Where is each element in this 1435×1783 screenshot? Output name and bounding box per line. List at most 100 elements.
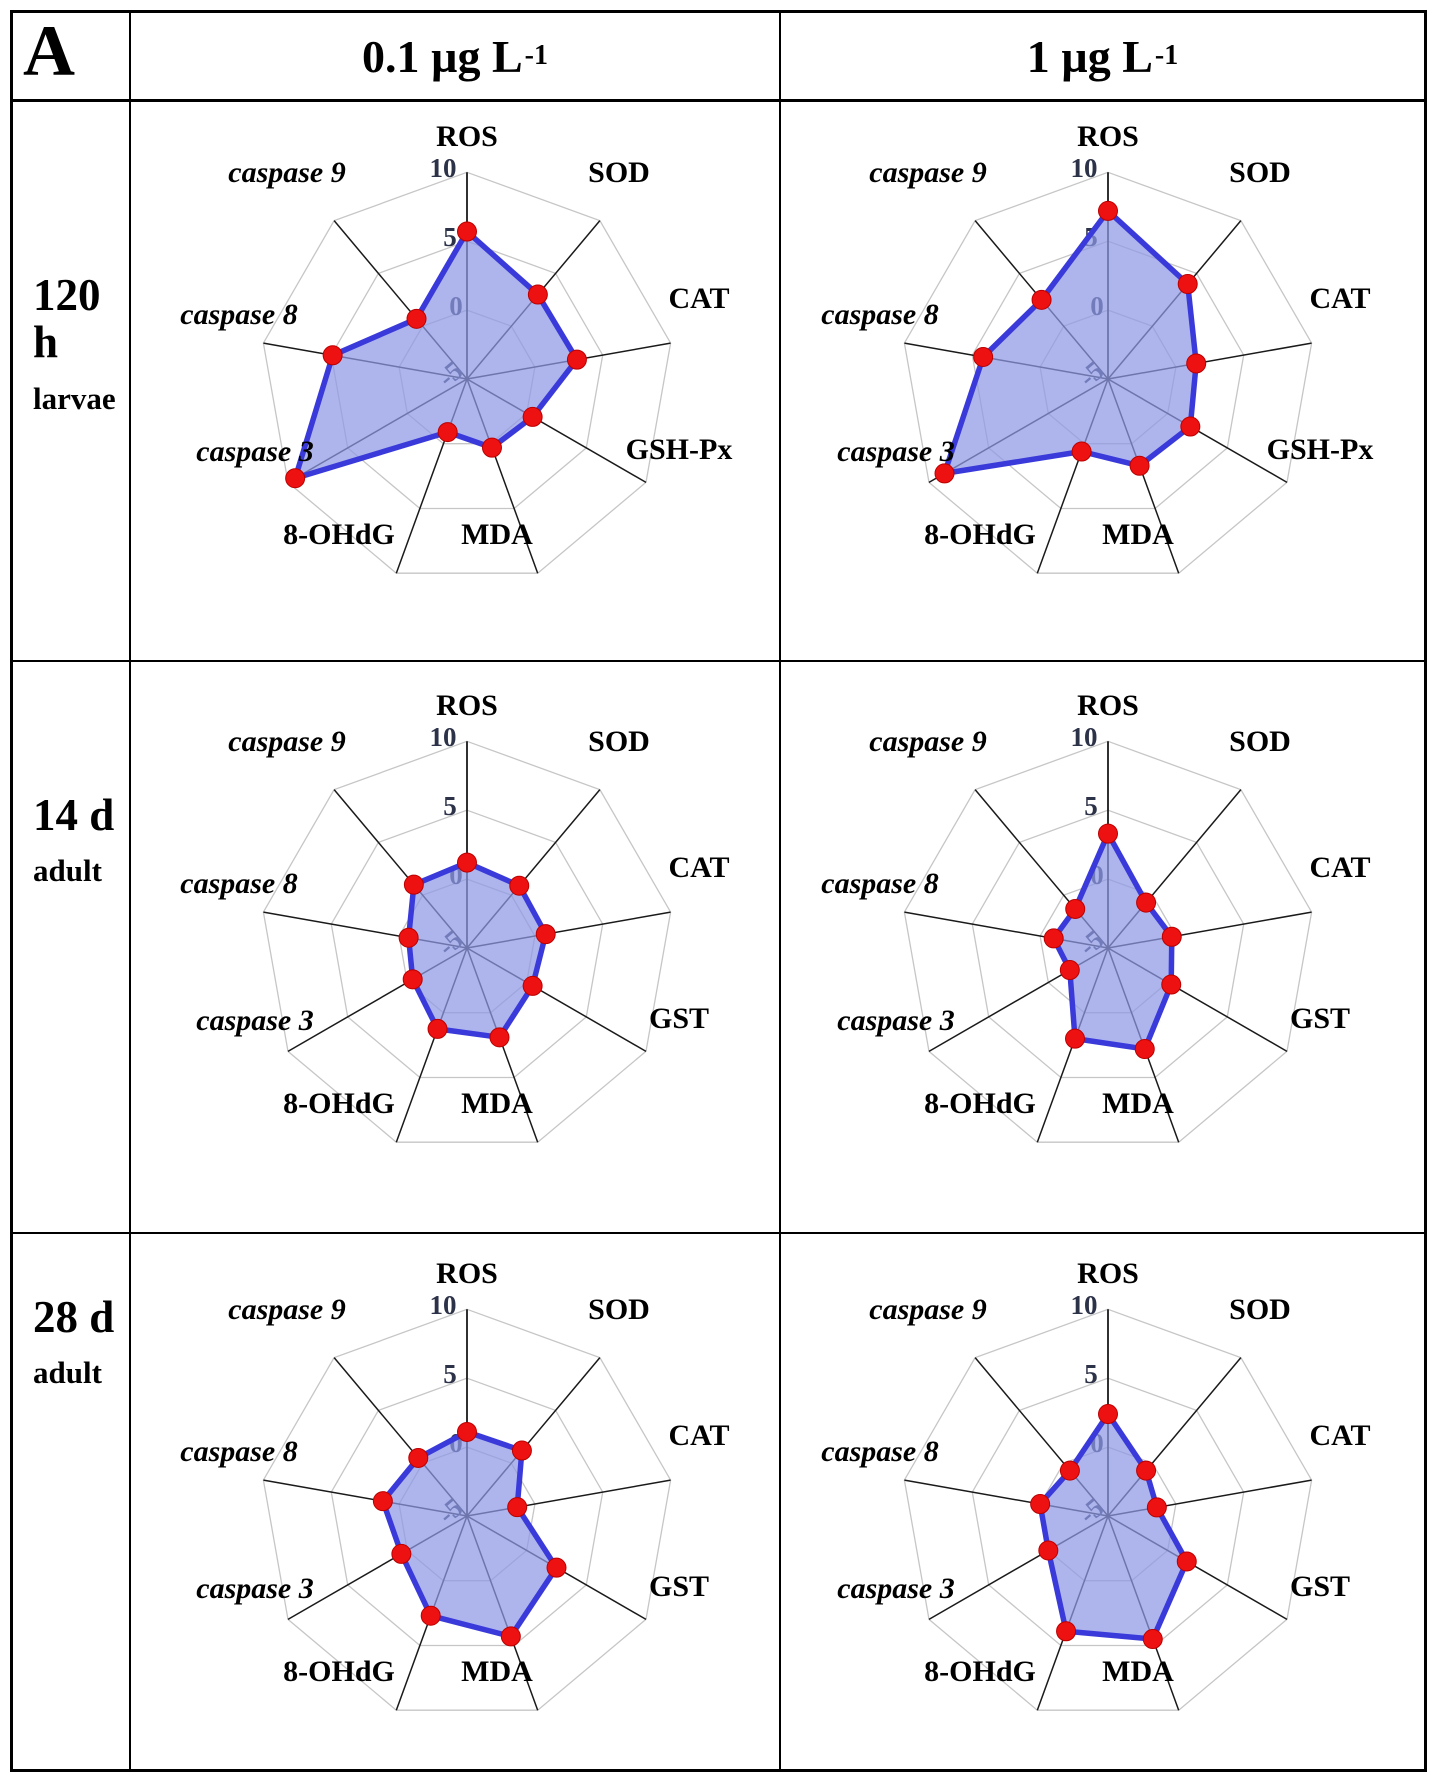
axis-label-caspase 9: caspase 9 [869, 725, 986, 758]
data-point-MDA [481, 437, 502, 458]
axis-label-SOD: SOD [588, 725, 650, 758]
axis-label-8-OHdG: 8-OHdG [283, 518, 395, 551]
axis-label-ROS: ROS [436, 1257, 498, 1290]
data-point-caspase 3 [391, 1543, 412, 1564]
tick-label-10: 10 [1071, 722, 1098, 752]
axis-label-caspase 3: caspase 3 [196, 1572, 313, 1605]
axis-label-GST: GST [649, 1002, 709, 1035]
axis-label-MDA: MDA [461, 1087, 533, 1120]
axis-label-MDA: MDA [1102, 1655, 1174, 1688]
data-point-caspase 9 [1031, 289, 1052, 310]
row-header-28d: 28 d [33, 1292, 115, 1342]
axis-label-GSH-Px: GSH-Px [626, 433, 733, 466]
axis-label-ROS: ROS [1077, 1257, 1139, 1290]
axis-label-ROS: ROS [436, 689, 498, 722]
data-point-caspase 3 [285, 468, 306, 489]
axis-label-caspase 8: caspase 8 [821, 867, 938, 900]
grid-ring-5 [330, 240, 604, 510]
data-point-CAT [566, 349, 587, 370]
tick-label-5: 5 [443, 1359, 457, 1389]
axis-label-caspase 9: caspase 9 [869, 156, 986, 189]
data-point-SOD [1136, 892, 1157, 913]
row-header-120h: 120 h [33, 270, 101, 368]
data-point-8-OHdG [427, 1018, 448, 1039]
axis-label-caspase 3: caspase 3 [837, 435, 954, 468]
tick-label-10: 10 [430, 153, 457, 183]
axis-label-GST: GST [1290, 1570, 1350, 1603]
axis-label-ROS: ROS [1077, 120, 1139, 153]
data-point-CAT [535, 924, 556, 945]
data-point-caspase 9 [1059, 1460, 1080, 1481]
axis-label-caspase 8: caspase 8 [180, 1435, 297, 1468]
data-point-MDA [1134, 1039, 1155, 1060]
data-point-GSH-Px [522, 406, 543, 427]
data-point-SOD [1136, 1460, 1157, 1481]
axis-label-SOD: SOD [588, 156, 650, 189]
data-point-caspase 8 [398, 927, 419, 948]
data-polygon [292, 228, 580, 481]
data-point-8-OHdG [1056, 1621, 1077, 1642]
tick-label-5: 5 [1084, 1359, 1098, 1389]
data-point-8-OHdG [1071, 441, 1092, 462]
axis-label-CAT: CAT [1309, 851, 1370, 884]
axis-label-SOD: SOD [1229, 156, 1291, 189]
data-point-MDA [489, 1027, 510, 1048]
data-point-ROS [1098, 1404, 1118, 1425]
data-point-ROS [1098, 823, 1118, 844]
axis-label-caspase 3: caspase 3 [837, 1004, 954, 1037]
axis-label-caspase 9: caspase 9 [869, 1293, 986, 1326]
grid-ring-10 [903, 1308, 1313, 1711]
data-point-GST [546, 1557, 567, 1578]
axis-label-ROS: ROS [1077, 689, 1139, 722]
axis-label-caspase 8: caspase 8 [180, 298, 297, 331]
panel-label: A [23, 11, 75, 91]
data-point-caspase 3 [934, 463, 955, 484]
grid-ring-5 [971, 1377, 1245, 1647]
data-point-caspase 8 [322, 345, 343, 366]
data-point-caspase 8 [1030, 1494, 1051, 1515]
axis-label-GST: GST [649, 1570, 709, 1603]
data-point-GSH-Px [1180, 416, 1201, 437]
data-polygon [1050, 830, 1175, 1052]
grid-ring-10 [903, 740, 1313, 1143]
grid-ring-5 [330, 1377, 604, 1647]
data-point-GST [522, 975, 543, 996]
column-header-high-dose: 1 µg L -1 [781, 13, 1424, 102]
axis-label-8-OHdG: 8-OHdG [283, 1087, 395, 1120]
tick-label-5: 5 [1084, 791, 1098, 821]
axis-label-CAT: CAT [1309, 282, 1370, 315]
data-point-SOD [1177, 273, 1198, 294]
data-point-SOD [509, 875, 530, 896]
grid-ring-10 [262, 1308, 672, 1711]
axis-label-8-OHdG: 8-OHdG [924, 1655, 1036, 1688]
data-point-caspase 3 [1059, 960, 1080, 981]
data-point-CAT [1146, 1497, 1167, 1518]
axis-label-CAT: CAT [668, 1419, 729, 1452]
data-point-ROS [457, 852, 477, 873]
tick-label-10: 10 [1071, 1290, 1098, 1320]
row-header-larvae: larvae [33, 380, 116, 416]
axis-label-caspase 9: caspase 9 [228, 156, 345, 189]
axis-label-caspase 3: caspase 3 [837, 1572, 954, 1605]
data-point-8-OHdG [437, 422, 458, 443]
data-point-ROS [1098, 200, 1118, 221]
axis-label-SOD: SOD [588, 1293, 650, 1326]
data-point-MDA [1129, 455, 1150, 476]
axis-label-8-OHdG: 8-OHdG [924, 518, 1036, 551]
grid-ring-5 [971, 809, 1245, 1079]
data-polygon [941, 208, 1199, 477]
axis-label-SOD: SOD [1229, 1293, 1291, 1326]
grid-ring-5 [971, 240, 1245, 510]
column-header-low-dose: 0.1 µg L -1 [131, 13, 781, 102]
data-point-caspase 9 [1065, 898, 1086, 919]
axis-label-8-OHdG: 8-OHdG [283, 1655, 395, 1688]
panel-label-cell: A [13, 13, 131, 102]
